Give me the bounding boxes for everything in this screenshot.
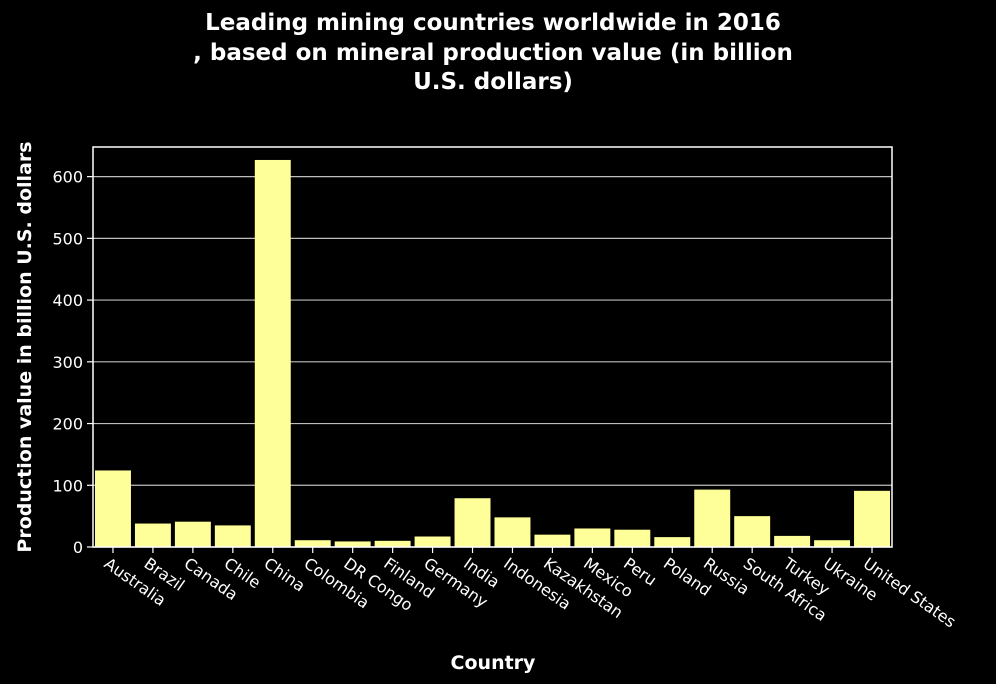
y-tick-label: 500: [52, 229, 83, 248]
bar-mexico: [574, 528, 611, 547]
bar-brazil: [134, 523, 171, 547]
bar-india: [454, 498, 491, 547]
bar-indonesia: [494, 517, 531, 547]
y-axis-title: Production value in billion U.S. dollars: [14, 141, 36, 552]
bar-colombia: [294, 540, 331, 547]
bar-united-states: [854, 490, 891, 547]
chart-title: Leading mining countries worldwide in 20…: [193, 10, 793, 95]
bar-china: [254, 159, 291, 548]
x-tick-label: China: [260, 554, 308, 596]
chart-title-line-1: Leading mining countries worldwide in 20…: [205, 10, 781, 36]
bar-canada: [174, 521, 211, 547]
y-tick-label: 600: [52, 168, 83, 187]
bars: [94, 159, 891, 548]
chart-title-line-3: U.S. dollars): [413, 69, 573, 95]
x-axis-ticks: AustraliaBrazilCanadaChileChinaColombiaD…: [101, 547, 959, 631]
y-tick-label: 200: [52, 415, 83, 434]
plot-frame: [92, 146, 893, 548]
bar-germany: [414, 536, 451, 547]
bar-poland: [654, 537, 691, 547]
bar-chile: [214, 525, 251, 547]
chart-title-line-2: , based on mineral production value (in …: [193, 40, 793, 66]
y-tick-label: 400: [52, 291, 83, 310]
y-tick-label: 100: [52, 476, 83, 495]
bar-kazakhstan: [534, 534, 571, 547]
y-axis-ticks: 0 100 200 300 400 500 600: [52, 168, 93, 557]
gridlines: [93, 176, 892, 548]
y-tick-label: 0: [73, 538, 83, 557]
bar-australia: [94, 470, 131, 547]
bar-russia: [694, 489, 731, 547]
bar-peru: [614, 529, 651, 547]
bar-finland: [374, 540, 411, 547]
bar-south-africa: [734, 516, 771, 547]
bar-dr-congo: [334, 541, 371, 547]
y-tick-label: 300: [52, 353, 83, 372]
x-axis-title: Country: [451, 652, 537, 674]
bar-turkey: [774, 535, 811, 547]
bar-ukraine: [814, 540, 851, 547]
